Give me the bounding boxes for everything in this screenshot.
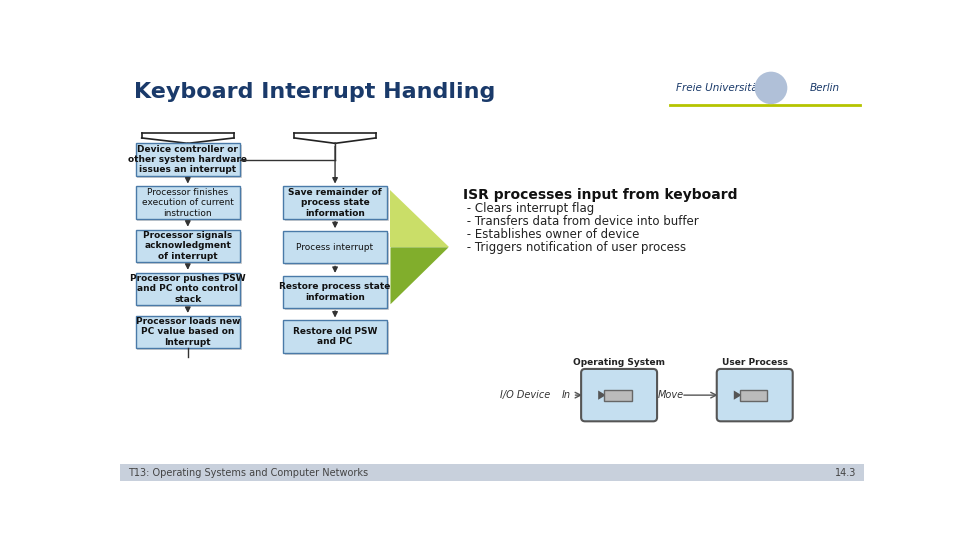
Bar: [283, 231, 388, 264]
Text: Freie Universität: Freie Universität: [677, 83, 762, 93]
Bar: [137, 275, 242, 307]
Text: - Establishes owner of device: - Establishes owner of device: [463, 228, 639, 241]
Text: T13: Operating Systems and Computer Networks: T13: Operating Systems and Computer Netw…: [128, 468, 368, 477]
Text: Save remainder of
process state
information: Save remainder of process state informat…: [288, 188, 382, 218]
Polygon shape: [598, 390, 606, 400]
Text: Device controller or
other system hardware
issues an interrupt: Device controller or other system hardwa…: [129, 145, 248, 174]
Text: Processor finishes
execution of current
instruction: Processor finishes execution of current …: [142, 188, 233, 218]
Text: - Clears interrupt flag: - Clears interrupt flag: [463, 202, 594, 215]
Text: Processor loads new
PC value based on
Interrupt: Processor loads new PC value based on In…: [135, 317, 240, 347]
FancyBboxPatch shape: [717, 369, 793, 421]
Text: ISR processes input from keyboard: ISR processes input from keyboard: [463, 188, 737, 202]
Text: Operating System: Operating System: [573, 358, 665, 367]
Text: Berlin: Berlin: [809, 83, 840, 93]
Bar: [283, 320, 388, 353]
Text: Restore old PSW
and PC: Restore old PSW and PC: [293, 327, 377, 346]
Text: Move: Move: [658, 390, 684, 400]
Bar: [605, 390, 632, 401]
Bar: [285, 233, 390, 265]
Text: User Process: User Process: [722, 358, 788, 367]
Bar: [137, 145, 242, 178]
Circle shape: [756, 72, 786, 103]
Bar: [137, 232, 242, 264]
Bar: [740, 390, 767, 401]
Bar: [285, 278, 390, 310]
Polygon shape: [733, 390, 741, 400]
Text: Process interrupt: Process interrupt: [297, 243, 373, 252]
Text: - Transfers data from device into buffer: - Transfers data from device into buffer: [463, 215, 698, 228]
Bar: [285, 322, 390, 355]
Bar: [135, 316, 240, 348]
Bar: [135, 273, 240, 305]
Bar: [135, 143, 240, 176]
Bar: [137, 318, 242, 350]
Text: - Triggers notification of user process: - Triggers notification of user process: [463, 241, 685, 254]
Bar: [137, 188, 242, 221]
Polygon shape: [391, 247, 448, 304]
Text: Processor pushes PSW
and PC onto control
stack: Processor pushes PSW and PC onto control…: [130, 274, 246, 304]
Bar: [120, 464, 864, 481]
Polygon shape: [391, 190, 448, 247]
Bar: [283, 276, 388, 308]
Text: Keyboard Interrupt Handling: Keyboard Interrupt Handling: [134, 82, 495, 102]
Bar: [283, 186, 388, 219]
Text: In: In: [562, 390, 571, 400]
Text: 14.3: 14.3: [835, 468, 856, 477]
Bar: [135, 186, 240, 219]
Bar: [285, 188, 390, 221]
FancyBboxPatch shape: [581, 369, 657, 421]
Text: I/O Device: I/O Device: [500, 390, 550, 400]
Text: Processor signals
acknowledgment
of interrupt: Processor signals acknowledgment of inte…: [143, 231, 232, 261]
Bar: [135, 230, 240, 262]
Text: Restore process state
information: Restore process state information: [279, 282, 391, 302]
